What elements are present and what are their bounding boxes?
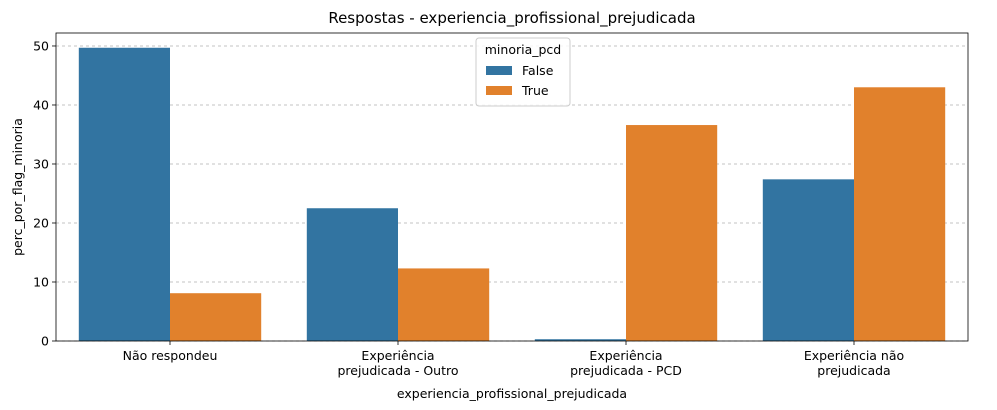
x-tick-label: Experiência não prejudicada bbox=[804, 348, 904, 378]
bar-false-1 bbox=[306, 208, 398, 341]
bar-true-0 bbox=[170, 293, 262, 341]
plot-frame bbox=[55, 32, 969, 342]
bar-true-1 bbox=[398, 268, 490, 341]
x-tick-label-line: Experiência bbox=[589, 348, 662, 363]
legend-items: False True bbox=[486, 63, 554, 98]
x-tick-label-line: prejudicada - Outro bbox=[337, 363, 458, 378]
legend-label-true: True bbox=[521, 83, 549, 98]
y-tick-label: 0 bbox=[41, 334, 49, 349]
x-ticks: Não respondeu Experiência prejudicada - Ou… bbox=[123, 341, 904, 378]
legend-label-false: False bbox=[522, 63, 554, 78]
x-tick-label-line: Experiência bbox=[361, 348, 434, 363]
x-tick-label-line: prejudicada - PCD bbox=[570, 363, 682, 378]
bar-true-3 bbox=[854, 87, 946, 341]
x-tick-label: Não respondeu bbox=[123, 348, 218, 363]
legend-swatch-true bbox=[486, 86, 512, 95]
x-tick-label-line: Não respondeu bbox=[123, 348, 218, 363]
y-tick-label: 40 bbox=[33, 97, 49, 112]
bar-true-2 bbox=[626, 125, 718, 341]
y-ticks: 0 10 20 30 40 50 bbox=[33, 38, 56, 349]
legend-swatch-false bbox=[486, 66, 512, 75]
y-tick-label: 50 bbox=[33, 38, 49, 53]
x-tick-label: Experiência prejudicada - PCD bbox=[570, 348, 682, 378]
x-tick-label: Experiência prejudicada - Outro bbox=[337, 348, 458, 378]
y-axis-title: perc_por_flag_minoria bbox=[10, 118, 25, 256]
chart-title: Respostas - experiencia_profissional_pre… bbox=[328, 9, 695, 28]
legend-title: minoria_pcd bbox=[485, 42, 561, 57]
y-tick-label: 20 bbox=[33, 215, 49, 230]
y-tick-label: 30 bbox=[33, 156, 49, 171]
x-tick-label-line: Experiência não bbox=[804, 348, 904, 363]
legend: minoria_pcd False True bbox=[475, 37, 571, 107]
bar-false-2 bbox=[534, 339, 626, 341]
x-axis-title: experiencia_profissional_prejudicada bbox=[397, 386, 627, 401]
x-tick-label-line: prejudicada bbox=[817, 363, 890, 378]
bars bbox=[78, 47, 946, 342]
y-tick-label: 10 bbox=[33, 274, 49, 289]
bar-false-3 bbox=[762, 179, 854, 341]
bar-false-0 bbox=[78, 47, 170, 342]
